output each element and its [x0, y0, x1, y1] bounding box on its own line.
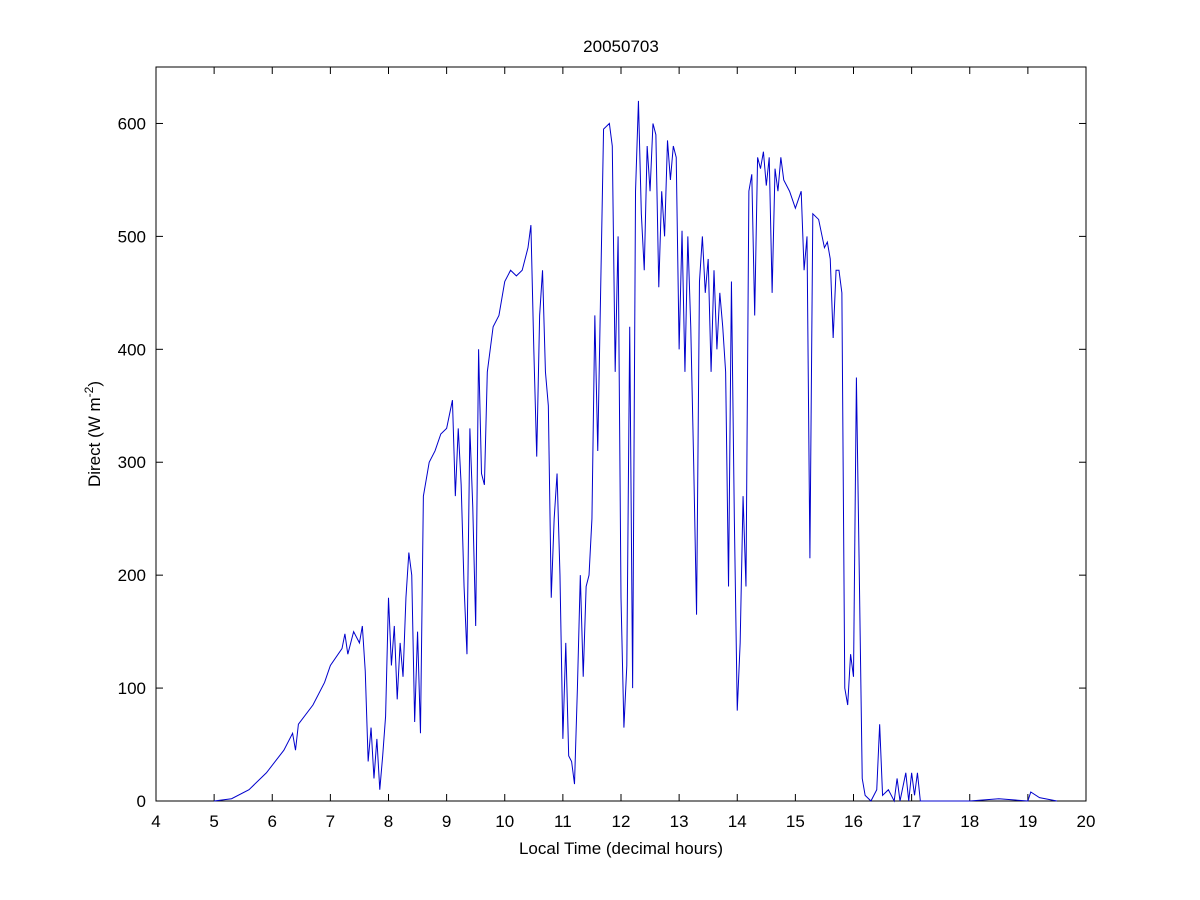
x-tick-label: 19: [1018, 812, 1037, 831]
x-tick-label: 6: [268, 812, 277, 831]
x-tick-label: 11: [554, 812, 572, 831]
y-tick-label: 600: [118, 114, 146, 133]
y-tick-label: 400: [118, 340, 146, 359]
x-axis-label: Local Time (decimal hours): [519, 839, 723, 858]
x-tick-label: 7: [326, 812, 335, 831]
x-tick-label: 12: [612, 812, 631, 831]
plot-frame: [155, 66, 1087, 802]
y-axis-label: Direct (W m-2): [82, 381, 104, 487]
x-tick-label: 4: [151, 812, 160, 831]
x-tick-label: 18: [960, 812, 979, 831]
y-tick-label: 300: [118, 453, 146, 472]
x-tick-label: 14: [728, 812, 747, 831]
y-tick-label: 100: [118, 679, 146, 698]
x-tick-label: 17: [902, 812, 921, 831]
data-line: [214, 100, 1058, 803]
x-tick-label: 8: [384, 812, 393, 831]
x-tick-label: 9: [442, 812, 451, 831]
x-tick-label: 16: [844, 812, 863, 831]
x-tick-label: 5: [209, 812, 218, 831]
y-tick-label: 500: [118, 227, 146, 246]
y-tick-label: 200: [118, 566, 146, 585]
x-tick-label: 13: [670, 812, 689, 831]
chart-title: 20050703: [583, 37, 659, 56]
y-label-suffix: ): [85, 381, 104, 387]
y-label-sup: -2: [82, 386, 96, 397]
x-tick-label: 20: [1077, 812, 1096, 831]
x-tick-label: 15: [786, 812, 805, 831]
y-label-text: Direct (W m: [85, 397, 104, 487]
x-tick-label: 10: [495, 812, 514, 831]
y-tick-label: 0: [137, 792, 146, 811]
